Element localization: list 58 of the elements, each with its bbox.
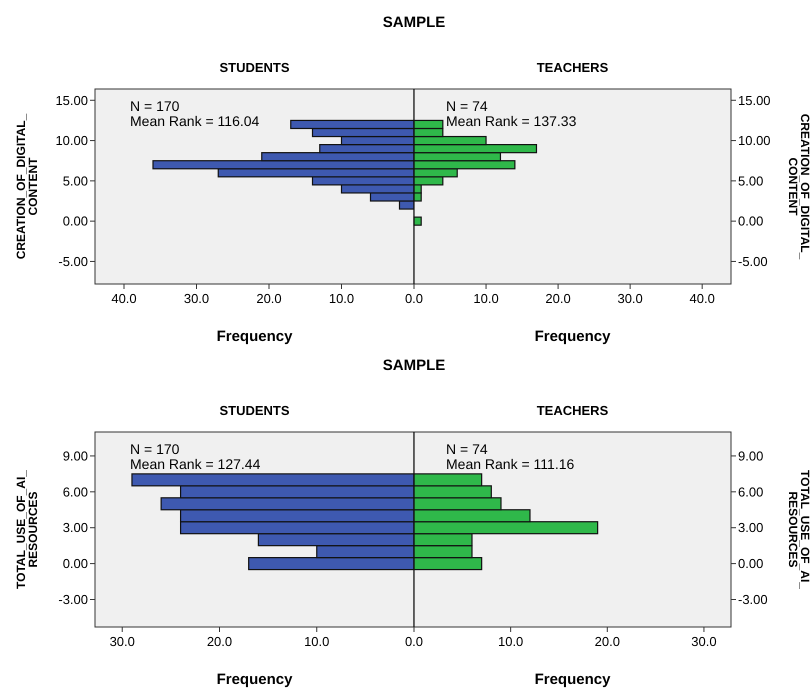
x-tick-label: 30.0 [691, 634, 717, 649]
y-axis-title: CREATION_OF_DIGITAL_ CONTENT [14, 113, 40, 260]
y-tick-label: 5.00 [62, 173, 88, 188]
annotation: N = 74 [446, 441, 488, 457]
chart-subtitle: STUDENTS [219, 60, 290, 75]
x-axis-title: Frequency [216, 328, 294, 345]
y-tick-label: 15.00 [55, 92, 88, 108]
y-tick-label: 6.00 [738, 484, 764, 500]
y-tick-label: 3.00 [738, 520, 764, 536]
x-tick-label: 10.0 [473, 291, 499, 306]
y-tick-label: 9.00 [62, 448, 88, 464]
x-tick-label: 20.0 [594, 634, 620, 649]
x-tick-label: 10.0 [304, 634, 330, 649]
annotation: N = 74 [446, 98, 488, 114]
y-tick-label: 0.00 [62, 556, 88, 572]
annotation: N = 170 [130, 98, 180, 114]
annotation: Mean Rank = 137.33 [446, 113, 577, 129]
x-tick-label: 30.0 [617, 291, 643, 306]
x-tick-label: 30.0 [110, 634, 135, 649]
y-tick-label: 0.00 [738, 214, 764, 229]
annotation: Mean Rank = 111.16 [446, 456, 575, 472]
x-axis-title: Frequency [534, 328, 612, 345]
y-tick-label: 0.00 [62, 214, 88, 229]
y-tick-label: -5.00 [738, 254, 768, 269]
y-tick-label: -3.00 [58, 592, 88, 607]
x-tick-label: 10.0 [328, 291, 354, 306]
chart-subtitle: STUDENTS [219, 403, 290, 418]
y-tick-label: 6.00 [62, 484, 88, 500]
x-tick-label: 30.0 [184, 291, 210, 306]
x-axis-title: Frequency [216, 671, 294, 688]
x-tick-label: 0.0 [404, 291, 424, 306]
y-axis-title: TOTAL_USE_OF_AI_ RESOURCES [14, 470, 40, 589]
x-tick-label: 40.0 [111, 291, 137, 306]
x-tick-label: 0.0 [404, 634, 424, 649]
chart-subtitle: TEACHERS [536, 60, 609, 75]
y-axis-title: TOTAL_USE_OF_AI_ RESOURCES [786, 470, 812, 590]
y-axis-title: CREATION_OF_DIGITAL_ CONTENT [786, 114, 812, 260]
annotation: Mean Rank = 116.04 [130, 113, 260, 129]
y-tick-label: 9.00 [738, 448, 764, 464]
chart-title: SAMPLE [382, 14, 446, 31]
x-tick-label: 20.0 [256, 291, 282, 306]
x-tick-label: 20.0 [545, 291, 571, 306]
y-tick-label: 3.00 [62, 520, 88, 536]
y-tick-label: -5.00 [58, 254, 88, 269]
chart-title: SAMPLE [382, 357, 446, 374]
chart-subtitle: TEACHERS [536, 403, 609, 418]
y-tick-label: 10.00 [738, 133, 771, 148]
y-tick-label: 0.00 [738, 556, 764, 572]
y-tick-label: -3.00 [738, 592, 768, 607]
x-axis-title: Frequency [534, 671, 612, 688]
annotation: N = 170 [130, 441, 180, 457]
y-tick-label: 10.00 [55, 133, 88, 148]
y-tick-label: 5.00 [738, 173, 764, 188]
x-tick-label: 40.0 [690, 291, 715, 306]
x-tick-label: 20.0 [206, 634, 232, 649]
y-tick-label: 15.00 [738, 92, 771, 108]
annotation: Mean Rank = 127.44 [130, 456, 261, 472]
x-tick-label: 10.0 [498, 634, 524, 649]
